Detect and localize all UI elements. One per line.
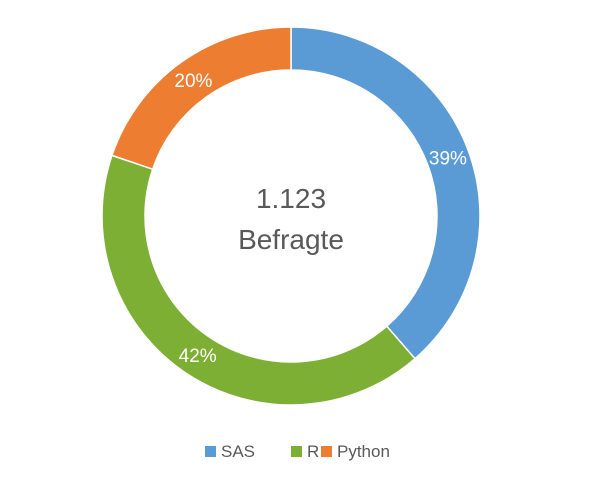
center-respondents-label: Befragte: [238, 224, 344, 255]
slice-label-python: 20%: [174, 71, 212, 92]
slice-labels-group: 39% 42% 20%: [174, 71, 467, 367]
legend-label-sas: SAS: [221, 442, 255, 461]
legend-swatch-python: [321, 446, 332, 457]
slice-r: [101, 154, 417, 406]
slice-label-r: 42%: [179, 346, 217, 367]
legend-label-r: R: [307, 442, 319, 461]
slice-label-sas: 39%: [429, 148, 467, 169]
legend-swatch-sas: [205, 446, 216, 457]
slices-group: [101, 26, 481, 406]
slice-python: [111, 26, 292, 171]
legend-label-python: Python: [337, 442, 390, 461]
slice-sas: [290, 26, 481, 360]
center-count-label: 1.123: [256, 183, 326, 214]
legend-swatch-r: [291, 446, 302, 457]
legend: SAS R Python: [205, 442, 390, 461]
